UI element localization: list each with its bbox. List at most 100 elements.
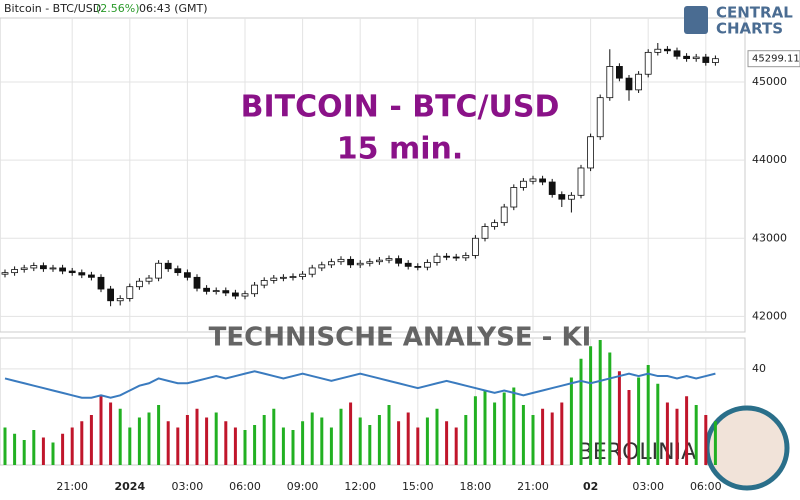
candle-body: [481, 226, 489, 239]
candle-body: [500, 206, 508, 224]
volume-bar: [445, 421, 449, 465]
candle-body: [654, 48, 662, 53]
volume-bar: [512, 387, 516, 465]
volume-bar: [166, 421, 170, 465]
volume-bar: [397, 421, 401, 465]
y-tick-label: 44000: [752, 153, 787, 166]
x-tick-label: 2024: [114, 480, 145, 493]
candle-body: [164, 262, 172, 270]
volume-bar: [262, 415, 266, 465]
candle-body: [443, 255, 451, 258]
candle-body: [20, 267, 28, 270]
volume-bar: [128, 427, 132, 465]
logo-text: CENTRAL: [716, 4, 793, 22]
change: (2.56%): [96, 2, 140, 15]
last-price-label: 45299.11: [752, 54, 800, 65]
candle-body: [222, 290, 230, 294]
volume-bar: [608, 352, 612, 465]
volume-bar: [3, 427, 7, 465]
last-price-box: [747, 50, 800, 68]
volume-bar: [281, 427, 285, 465]
candle-body: [529, 178, 537, 182]
y2-tick-label: 40: [752, 362, 766, 375]
candle-body: [471, 237, 479, 256]
volume-bar: [358, 417, 362, 465]
candle-body: [635, 73, 642, 91]
volume-bar: [646, 365, 650, 465]
volume-bar: [291, 430, 295, 465]
avatar: [704, 405, 790, 491]
candle-body: [68, 270, 76, 274]
volume-bar: [435, 408, 439, 465]
volume-bar: [627, 390, 631, 465]
volume-bar: [704, 415, 708, 465]
x-tick-label: 15:00: [402, 480, 434, 493]
volume-bar: [521, 405, 525, 465]
volume-bar: [205, 417, 209, 465]
candle-body: [11, 269, 19, 274]
candle-body: [625, 77, 633, 91]
candle-body: [423, 262, 431, 268]
volume-bar: [425, 417, 429, 465]
volume-bar: [406, 412, 410, 465]
candle-body: [88, 274, 95, 278]
volume-bar: [349, 402, 353, 465]
candle-body: [510, 187, 518, 208]
x-tick-label: 03:00: [172, 480, 204, 493]
volume-bar: [329, 427, 333, 465]
candle-body: [30, 265, 38, 269]
volume-bar: [22, 440, 26, 465]
volume-bar: [560, 402, 564, 465]
volume-bar: [214, 412, 218, 465]
x-tick-label: 06:00: [690, 480, 722, 493]
volume-panel: [0, 337, 746, 466]
volume-bar: [675, 408, 679, 465]
volume-bar: [185, 415, 189, 465]
candle-body: [520, 180, 527, 188]
candle-body: [289, 276, 297, 278]
chart-subtitle: 15 min.: [337, 132, 464, 167]
volume-bar: [41, 437, 45, 465]
volume-bar: [550, 412, 554, 465]
candle-body: [568, 194, 575, 200]
candle-body: [145, 277, 153, 282]
candle-body: [606, 66, 614, 99]
volume-bar: [694, 405, 698, 465]
candle-body: [126, 286, 134, 299]
candle-body: [462, 255, 470, 259]
candle-body: [193, 276, 201, 289]
chart-title: BITCOIN - BTC/USD: [241, 90, 560, 125]
candle-body: [692, 56, 700, 60]
volume-bar: [195, 408, 199, 465]
candle-body: [212, 290, 220, 293]
candle-body: [299, 273, 307, 277]
volume-bar: [176, 427, 180, 465]
indicator-line: [4, 370, 716, 399]
y-tick-label: 42000: [752, 309, 787, 322]
volume-bar: [157, 405, 161, 465]
volume-bar: [387, 405, 391, 465]
volume-bar: [99, 396, 103, 465]
volume-bar: [531, 415, 535, 465]
volume-bar: [598, 340, 602, 465]
symbol: Bitcoin - BTC/USD: [4, 2, 101, 15]
candle-body: [241, 293, 249, 297]
candle-body: [270, 277, 278, 281]
volume-bar: [51, 442, 55, 465]
volume-bar: [589, 346, 593, 465]
candle-body: [97, 276, 105, 290]
volume-bar: [569, 377, 573, 465]
volume-bar: [541, 408, 545, 465]
volume-bar: [13, 433, 17, 465]
volume-bar: [301, 421, 305, 465]
x-tick-label: 06:00: [229, 480, 261, 493]
candle-body: [683, 55, 690, 60]
candle-body: [587, 136, 594, 169]
candle-body: [49, 267, 57, 270]
volume-bar: [224, 421, 228, 465]
volume-bar: [493, 402, 497, 465]
candle-body: [616, 66, 623, 79]
candle-body: [664, 48, 671, 52]
